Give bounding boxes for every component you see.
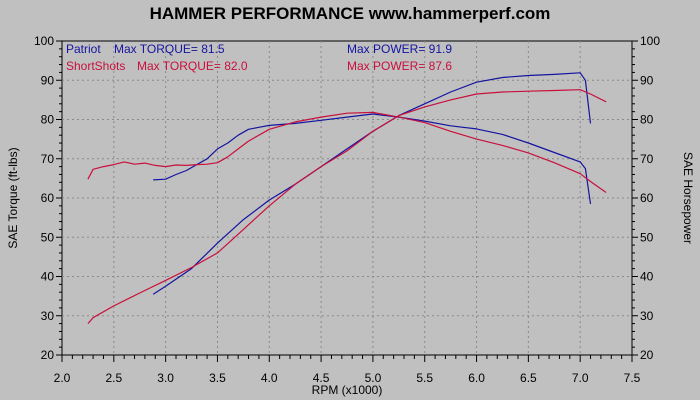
y-right-tick-label: 70: [640, 152, 654, 166]
y-left-tick-label: 70: [41, 152, 55, 166]
y-left-tick-label: 40: [41, 270, 55, 284]
y-left-tick-labels: 20 30 40 50 60 70 80 90 100: [34, 34, 54, 362]
legend-shortshots-torque: ShortShots: [66, 59, 125, 73]
y-left-tick-label: 60: [41, 191, 55, 205]
y-left-tick-label: 80: [41, 113, 55, 127]
x-tick-label: 2.5: [105, 371, 122, 385]
legend-shortshots-torque-value: Max TORQUE= 82.0: [137, 59, 248, 73]
y-right-axis-title: SAE Horsepower: [681, 152, 695, 244]
series-lines: [87, 72, 607, 324]
y-left-tick-label: 90: [41, 73, 55, 87]
x-tick-label: 3.5: [209, 371, 226, 385]
grid-lines: [56, 40, 638, 362]
y-right-tick-labels: 20 30 40 50 60 70 80 90 100: [640, 34, 660, 362]
legend-patriot-torque-value: Max TORQUE= 81.5: [114, 42, 225, 56]
legend-shortshots-power-value: Max POWER= 87.6: [347, 59, 452, 73]
y-right-tick-label: 100: [640, 34, 660, 48]
x-tick-label: 6.5: [520, 371, 537, 385]
shortshots-torque-line: [87, 111, 607, 193]
y-right-tick-label: 20: [640, 348, 654, 362]
chart-title: HAMMER PERFORMANCE www.hammerperf.com: [150, 4, 551, 23]
y-right-tick-label: 90: [640, 73, 654, 87]
y-right-tick-label: 60: [640, 191, 654, 205]
x-tick-label: 7.5: [624, 371, 641, 385]
y-right-tick-label: 80: [640, 113, 654, 127]
patriot-torque-line: [153, 113, 592, 204]
x-tick-label: 3.0: [157, 371, 174, 385]
x-axis-title: RPM (x1000): [312, 383, 383, 397]
shortshots-power-line: [87, 89, 607, 324]
legend: Patriot Max TORQUE= 81.5 Max POWER= 91.9…: [66, 42, 452, 73]
x-tick-label: 2.0: [54, 371, 71, 385]
legend-patriot-torque: Patriot: [66, 42, 101, 56]
x-tick-labels: 2.0 2.5 3.0 3.5 4.0 4.5 5.0 5.5 6.0 6.5 7.0 7.5: [54, 371, 641, 385]
y-left-tick-label: 50: [41, 230, 55, 244]
x-tick-label: 4.5: [313, 371, 330, 385]
y-left-tick-label: 20: [41, 348, 55, 362]
legend-patriot-power-value: Max POWER= 91.9: [347, 42, 452, 56]
x-tick-label: 7.0: [572, 371, 589, 385]
y-right-tick-label: 50: [640, 230, 654, 244]
y-left-tick-label: 100: [34, 34, 54, 48]
y-right-tick-label: 30: [640, 309, 654, 323]
x-tick-label: 5.5: [416, 371, 433, 385]
x-tick-label: 4.0: [261, 371, 278, 385]
x-tick-label: 5.0: [365, 371, 382, 385]
y-left-axis-title: SAE Torque (ft-lbs): [6, 147, 20, 248]
y-right-tick-label: 40: [640, 270, 654, 284]
x-tick-label: 6.0: [468, 371, 485, 385]
y-left-tick-label: 30: [41, 309, 55, 323]
